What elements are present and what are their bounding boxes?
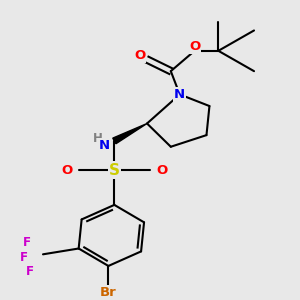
Text: S: S [109, 163, 120, 178]
Text: O: O [134, 49, 145, 62]
Text: F: F [23, 236, 31, 249]
Text: F: F [20, 251, 28, 264]
Text: Br: Br [100, 286, 117, 298]
Text: N: N [98, 139, 110, 152]
Text: O: O [156, 164, 167, 176]
Text: O: O [189, 40, 200, 53]
Text: N: N [174, 88, 185, 101]
Polygon shape [113, 124, 147, 144]
Text: H: H [93, 131, 103, 145]
Text: O: O [61, 164, 72, 176]
Text: F: F [26, 265, 34, 278]
